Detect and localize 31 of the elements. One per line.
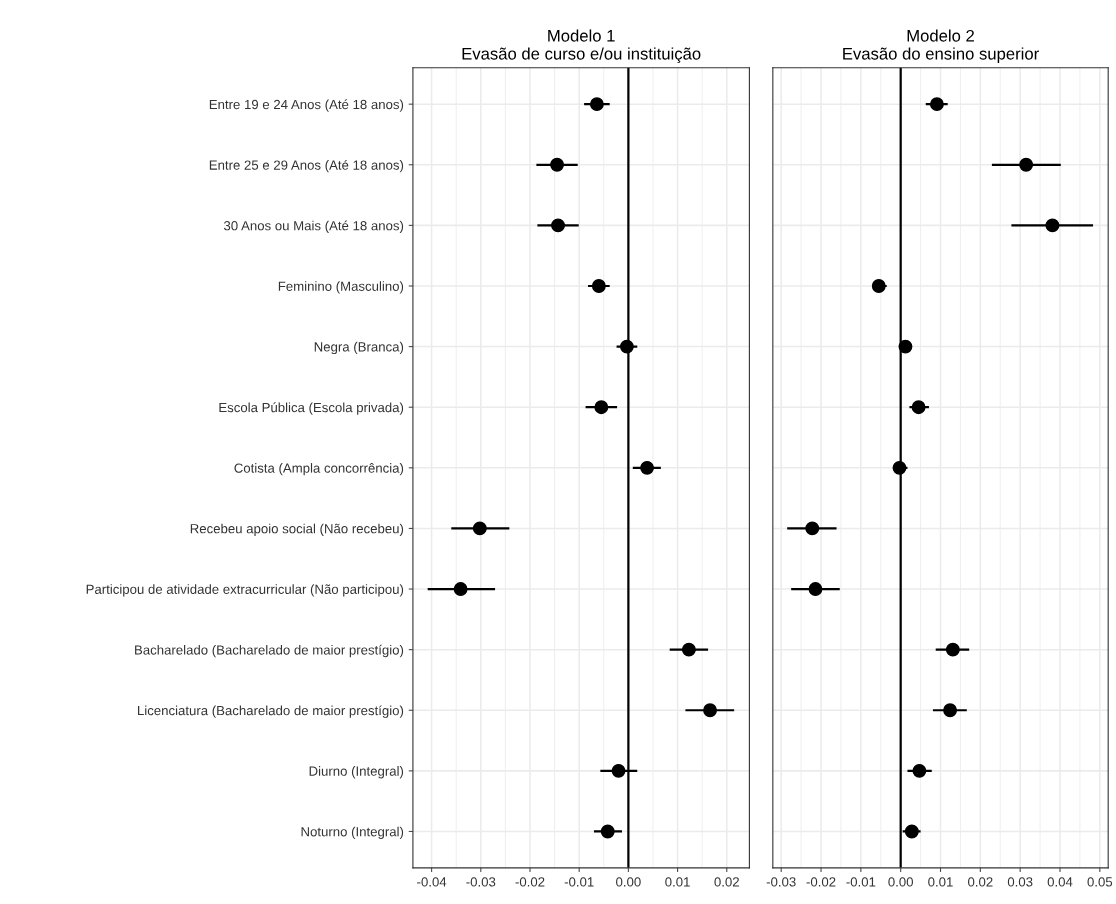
y-tick-label: Cotista (Ampla concorrência) xyxy=(234,463,404,476)
x-tick-label: 0.02 xyxy=(968,877,993,887)
y-tick-label: Recebeu apoio social (Não recebeu) xyxy=(190,523,404,536)
x-tick-label: -0.04 xyxy=(417,877,447,887)
chart-title: Modelo 2 Evasão do ensino superior xyxy=(843,29,1039,63)
y-tick-label: Bacharelado (Bacharelado de maior prestígio) xyxy=(135,644,404,658)
y-tick-label: Entre 25 e 29 Anos (Até 18 anos) xyxy=(209,159,404,173)
y-tick-label: Escola Pública (Escola privada) xyxy=(219,402,404,415)
x-tick-label: -0.03 xyxy=(466,877,496,887)
y-tick-label: 30 Anos ou Mais (Até 18 anos) xyxy=(223,220,404,233)
x-tick-label: 0.03 xyxy=(1007,877,1033,887)
x-tick-label: -0.01 xyxy=(564,877,594,887)
x-tick-label: 0.01 xyxy=(928,877,953,887)
y-tick-label: Feminino (Masculino) xyxy=(278,281,404,294)
x-tick-label: -0.01 xyxy=(846,877,876,887)
y-tick-label: Diurno (Integral) xyxy=(309,766,404,779)
y-tick-label: Entre 19 e 24 Anos (Até 18 anos) xyxy=(209,99,404,112)
x-tick-label: 0.02 xyxy=(714,877,739,887)
x-tick-label: 0.01 xyxy=(665,877,690,887)
x-tick-label: -0.02 xyxy=(515,877,545,887)
y-tick-label: Licenciatura (Bacharelado de maior prestígio) xyxy=(138,705,404,718)
x-tick-label: 0.00 xyxy=(616,877,641,887)
y-tick-label: Noturno (Integral) xyxy=(301,826,404,839)
x-tick-label: -0.02 xyxy=(806,877,836,887)
chart-title: Modelo 1 Evasão de curso e/ou instituição xyxy=(462,29,701,63)
x-tick-label: 0.04 xyxy=(1047,877,1073,887)
x-tick-label: -0.03 xyxy=(766,877,796,887)
x-tick-label: 0.05 xyxy=(1087,877,1113,887)
x-tick-label: 0.00 xyxy=(888,877,914,887)
y-tick-label: Participou de atividade extracurricular (Não participou) xyxy=(86,584,404,597)
y-tick-label: Negra (Branca) xyxy=(314,341,404,355)
